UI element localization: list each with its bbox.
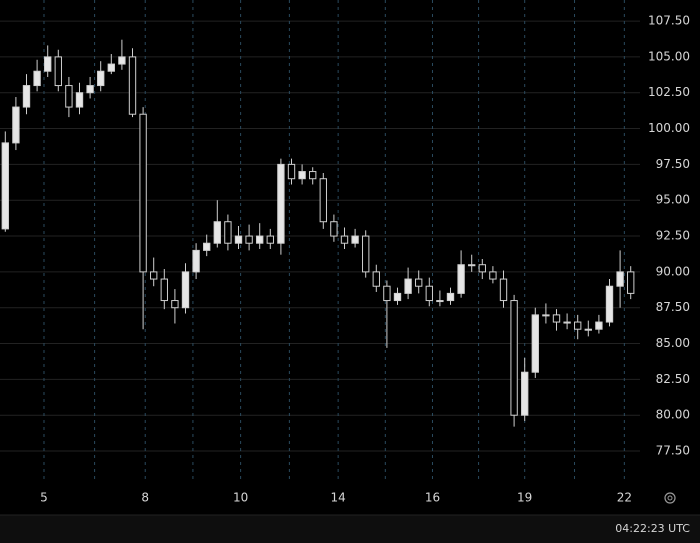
candle-body (298, 171, 306, 180)
settings-icon[interactable] (664, 492, 676, 504)
candle-body (436, 300, 444, 303)
candle-body (309, 171, 317, 180)
candle-body (287, 163, 296, 180)
candle-body (563, 321, 571, 324)
candle-body (340, 235, 349, 244)
settings-gear[interactable] (664, 492, 676, 504)
candle-body (22, 85, 31, 108)
y-tick-label: 90.00 (656, 264, 690, 278)
candle-body (319, 178, 327, 223)
candle-body (118, 56, 126, 65)
candle-body (150, 271, 158, 280)
candle-body (234, 235, 243, 244)
y-tick-label: 97.50 (656, 157, 690, 171)
x-tick-label: 16 (425, 491, 440, 505)
x-tick-label: 8 (141, 491, 149, 505)
candle-body (203, 242, 211, 251)
candle-body (171, 300, 179, 309)
candle-body (552, 314, 561, 323)
candle-body (97, 70, 105, 87)
candle-body (1, 142, 9, 230)
candle-body (446, 292, 455, 302)
candle-body (393, 292, 402, 302)
y-tick-label: 102.50 (648, 85, 690, 99)
y-tick-label: 95.00 (656, 193, 690, 207)
y-tick-label: 77.50 (656, 444, 690, 458)
candle-body (584, 328, 592, 331)
candle-body (44, 56, 52, 72)
y-tick-label: 80.00 (656, 408, 690, 422)
candle-body (362, 235, 370, 273)
candle-body (86, 85, 94, 94)
candle-body (372, 271, 380, 287)
candle-body (478, 264, 486, 273)
x-tick-label: 22 (617, 491, 632, 505)
candle-body (499, 278, 508, 302)
candle-body (605, 285, 614, 323)
y-tick-label: 85.00 (656, 336, 690, 350)
x-tick-label: 10 (233, 491, 248, 505)
candle-body (425, 285, 433, 302)
candle-body (351, 235, 359, 244)
candle-body (65, 85, 73, 108)
x-tick-label: 14 (330, 491, 345, 505)
x-tick-label: 5 (40, 491, 48, 505)
y-tick-label: 105.00 (648, 49, 690, 63)
candle-body (213, 221, 221, 244)
candle-body (521, 371, 529, 416)
candle-body (107, 63, 115, 72)
candle-body (616, 271, 624, 287)
candle-body (12, 106, 20, 144)
candle-body (181, 271, 190, 309)
x-tick-label: 19 (517, 491, 532, 505)
candle-body (415, 278, 423, 287)
candle-body (574, 321, 582, 330)
y-tick-label: 100.00 (648, 121, 690, 135)
candle-body (489, 271, 497, 280)
candle-body (128, 56, 137, 115)
candle-body (457, 264, 465, 294)
settings-gear-center[interactable] (667, 495, 673, 501)
candle-body (139, 113, 147, 273)
candle-body (160, 278, 168, 302)
y-tick-label: 92.50 (656, 229, 690, 243)
candle-body (468, 264, 476, 267)
candle-body (224, 221, 232, 244)
clock: 04:22:23 UTC (615, 522, 690, 535)
candle-body (192, 249, 200, 273)
candle-body (266, 235, 274, 244)
candle-body (330, 221, 338, 237)
y-tick-label: 82.50 (656, 372, 690, 386)
y-tick-label: 107.50 (648, 14, 690, 28)
candle-body (256, 235, 264, 244)
candle-body (75, 92, 84, 108)
candle-body (277, 163, 285, 244)
candle-body (383, 285, 391, 302)
candle-body (595, 321, 603, 330)
candle-body (542, 314, 550, 317)
candle-body (404, 278, 412, 294)
candle-body (54, 56, 62, 87)
candle-body (33, 70, 41, 87)
candle-body (510, 300, 518, 416)
candle-body (531, 314, 539, 373)
y-tick-label: 87.50 (656, 300, 690, 314)
candle-body (245, 235, 253, 244)
status-bar (0, 515, 700, 543)
candle-body (627, 271, 635, 294)
